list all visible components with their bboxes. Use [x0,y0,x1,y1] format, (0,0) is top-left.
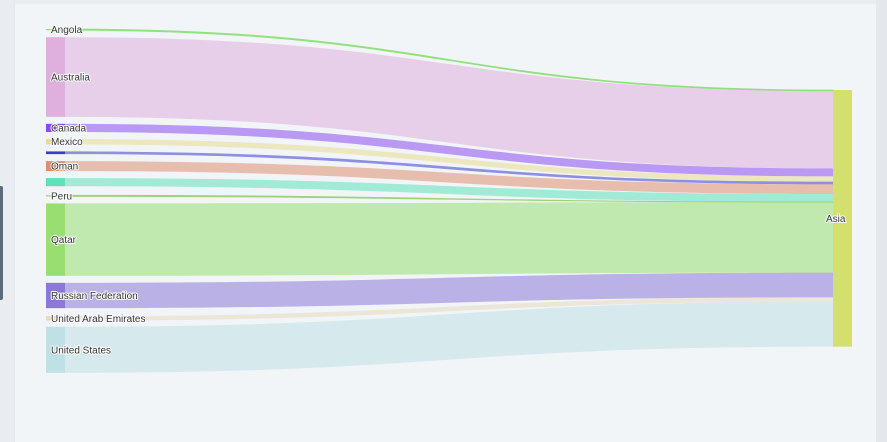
sankey-node-angola[interactable] [46,29,65,31]
sankey-label-oman: Oman [51,162,78,173]
sankey-label-russian-federation: Russian Federation [51,291,138,302]
sankey-link-russian-federation[interactable] [65,272,833,309]
sankey-link-oman[interactable] [65,161,833,195]
sankey-node-united-arab-emirates[interactable] [46,316,65,321]
sankey-node-russian-federation[interactable] [46,282,65,309]
sankey-link-qatar[interactable] [65,202,833,276]
sankey-link-unlabeled-6[interactable] [65,178,833,202]
sankey-node-unlabeled-4[interactable] [46,151,65,155]
sankey-label-australia: Australia [51,73,90,84]
sankey-node-mexico[interactable] [46,138,65,145]
sankey-label-qatar: Qatar [51,235,77,246]
sankey-link-mexico[interactable] [65,138,833,182]
sankey-label-peru: Peru [51,191,72,202]
sankey-link-united-arab-emirates[interactable] [65,297,833,321]
sankey-label-united-arab-emirates: United Arab Emirates [51,314,146,325]
sankey-nodes [46,29,852,373]
scrollbar-track[interactable] [876,0,887,442]
sankey-link-united-states[interactable] [65,301,833,373]
sankey-label-canada: Canada [51,123,86,134]
sankey-links [64,28,834,373]
sankey-node-unlabeled-6[interactable] [46,178,65,187]
sankey-node-peru[interactable] [46,195,65,197]
sankey-link-unlabeled-4[interactable] [65,151,833,185]
sankey-node-asia[interactable] [833,90,852,347]
sankey-link-australia[interactable] [65,37,833,169]
sankey-node-united-states[interactable] [46,326,65,373]
sankey-node-australia[interactable] [46,37,65,117]
sankey-link-canada[interactable] [65,123,833,177]
sankey-label-angola: Angola [51,25,83,36]
sankey-labels: Angola Australia Canada Mexico Oman Peru Qatar… [50,24,847,357]
sankey-label-united-states: United States [51,345,111,356]
sankey-node-qatar[interactable] [46,203,65,276]
sankey-node-canada[interactable] [46,123,65,132]
window-edge-handle [0,186,3,300]
sankey-label-mexico: Mexico [51,137,83,148]
sankey-node-oman[interactable] [46,161,65,172]
sankey-label-asia: Asia [826,214,846,225]
